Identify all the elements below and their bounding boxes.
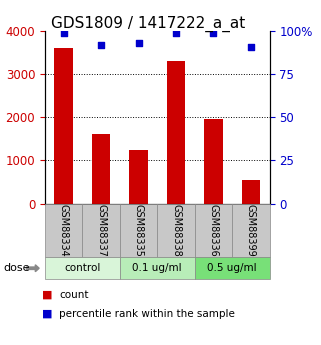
Bar: [54, 48, 73, 204]
Point: [248, 44, 254, 49]
Point: [211, 30, 216, 36]
Bar: [92, 134, 110, 204]
Text: GSM88337: GSM88337: [96, 204, 106, 257]
Bar: [167, 61, 185, 204]
Text: ■: ■: [42, 309, 52, 319]
Text: GSM88399: GSM88399: [246, 204, 256, 257]
Text: GSM88334: GSM88334: [59, 204, 69, 257]
Text: GSM88335: GSM88335: [134, 204, 143, 257]
Bar: [242, 180, 260, 204]
Point: [61, 30, 66, 36]
Text: control: control: [64, 263, 100, 273]
Text: 0.5 ug/ml: 0.5 ug/ml: [207, 263, 257, 273]
Text: dose: dose: [3, 263, 30, 273]
Bar: [129, 150, 148, 204]
Bar: [204, 119, 223, 204]
Point: [136, 40, 141, 46]
Text: count: count: [59, 290, 89, 300]
Text: GSM88336: GSM88336: [208, 204, 219, 257]
Text: ■: ■: [42, 290, 52, 300]
Point: [99, 42, 104, 48]
Point: [173, 30, 178, 36]
Text: 0.1 ug/ml: 0.1 ug/ml: [133, 263, 182, 273]
Text: GSM88338: GSM88338: [171, 204, 181, 257]
Text: percentile rank within the sample: percentile rank within the sample: [59, 309, 235, 319]
Text: GDS1809 / 1417222_a_at: GDS1809 / 1417222_a_at: [50, 16, 245, 32]
